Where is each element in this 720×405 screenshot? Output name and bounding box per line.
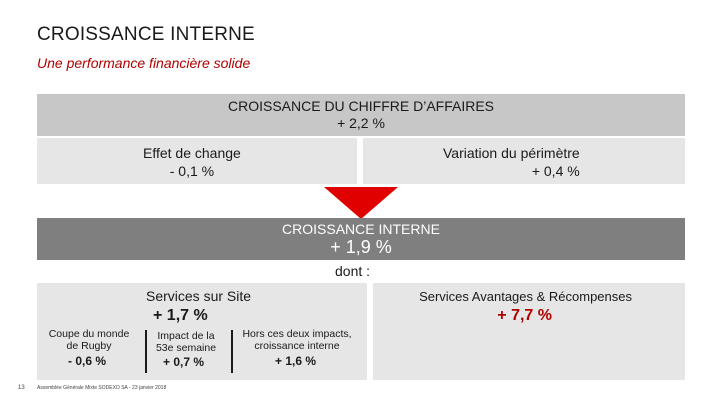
fx-effect-label: Effet de change	[143, 145, 241, 161]
separator-2	[231, 330, 233, 373]
fx-effect-box: Effet de change - 0,1 %	[37, 138, 357, 184]
rugby-world-cup-value: - 0,6 %	[68, 354, 107, 368]
page-number: 13	[18, 385, 25, 391]
week-53-label-line2: 53e semaine	[155, 342, 217, 354]
scope-change-value: + 0,4 %	[531, 163, 580, 179]
organic-growth-value: + 1,9 %	[330, 237, 392, 257]
excluding-impacts-label-line2: croissance interne	[254, 340, 340, 352]
rugby-world-cup-label: Coupe du monde de Rugby	[44, 328, 134, 352]
organic-growth-box: CROISSANCE INTERNE + 1,9 %	[37, 218, 685, 260]
on-site-services-value: + 1,7 %	[153, 307, 208, 324]
fx-effect-value: - 0,1 %	[169, 163, 215, 179]
excluding-impacts-label-line1: Hors ces deux impacts,	[242, 328, 352, 340]
organic-growth-label: CROISSANCE INTERNE	[282, 221, 440, 237]
of-which-label: dont :	[335, 263, 371, 279]
revenue-growth-label: CROISSANCE DU CHIFFRE D’AFFAIRES	[227, 98, 495, 114]
benefits-rewards-box: Services Avantages & Récompenses + 7,7 %	[373, 283, 685, 380]
page-title: CROISSANCE INTERNE	[37, 24, 255, 45]
down-arrow-icon	[324, 187, 398, 219]
footer-text: Assemblée Générale Mixte SODEXO SA - 23 …	[37, 385, 167, 391]
excluding-impacts-value: + 1,6 %	[275, 354, 317, 368]
on-site-services-box: Services sur Site + 1,7 % Coupe du monde…	[37, 283, 367, 380]
scope-change-label: Variation du périmètre	[443, 145, 580, 161]
separator-1	[145, 330, 147, 373]
on-site-services-label: Services sur Site	[146, 288, 252, 304]
excluding-impacts-label: Hors ces deux impacts, croissance intern…	[236, 328, 358, 352]
scope-change-box: Variation du périmètre + 0,4 %	[363, 138, 685, 184]
benefits-rewards-value: + 7,7 %	[497, 307, 552, 324]
revenue-growth-value: + 2,2 %	[337, 115, 385, 131]
revenue-growth-box: CROISSANCE DU CHIFFRE D’AFFAIRES + 2,2 %	[37, 94, 685, 136]
week-53-label: Impact de la 53e semaine	[150, 330, 222, 354]
rugby-label-line2: de Rugby	[66, 340, 112, 352]
week-53-label-line1: Impact de la	[157, 330, 215, 342]
rugby-label-line1: Coupe du monde	[48, 328, 130, 340]
benefits-rewards-label: Services Avantages & Récompenses	[419, 289, 632, 304]
week-53-value: + 0,7 %	[163, 355, 205, 369]
page-subtitle: Une performance financière solide	[37, 55, 251, 71]
